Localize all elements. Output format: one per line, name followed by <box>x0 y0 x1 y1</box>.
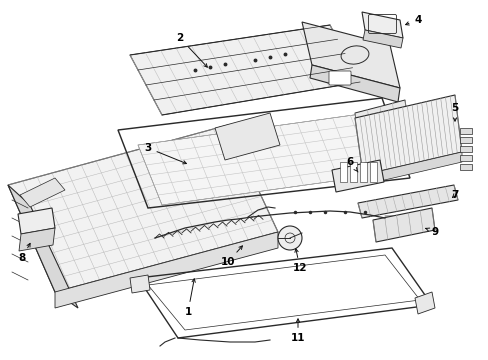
Bar <box>349 162 356 182</box>
Circle shape <box>278 226 302 250</box>
Polygon shape <box>357 185 457 218</box>
Polygon shape <box>361 12 402 38</box>
Text: 6: 6 <box>346 157 357 172</box>
Polygon shape <box>354 100 411 163</box>
Text: 3: 3 <box>144 143 186 164</box>
Polygon shape <box>138 113 391 205</box>
Bar <box>459 155 471 161</box>
Bar <box>459 146 471 152</box>
Text: 5: 5 <box>450 103 458 121</box>
Polygon shape <box>130 25 359 115</box>
Text: 7: 7 <box>450 190 458 200</box>
Polygon shape <box>20 178 65 207</box>
Polygon shape <box>309 65 399 102</box>
Polygon shape <box>55 232 278 308</box>
Polygon shape <box>18 208 55 234</box>
Polygon shape <box>331 160 383 192</box>
Polygon shape <box>130 275 150 293</box>
Polygon shape <box>8 185 78 308</box>
Polygon shape <box>19 228 55 251</box>
Polygon shape <box>414 292 434 314</box>
Bar <box>459 164 471 170</box>
Bar <box>359 162 366 182</box>
FancyBboxPatch shape <box>328 71 350 85</box>
Text: 1: 1 <box>184 279 195 317</box>
Bar <box>369 162 376 182</box>
Text: 8: 8 <box>19 243 30 263</box>
Polygon shape <box>8 125 278 292</box>
Polygon shape <box>354 95 461 175</box>
Polygon shape <box>215 113 280 160</box>
Text: 11: 11 <box>290 319 305 343</box>
Text: 12: 12 <box>292 249 306 273</box>
Text: 9: 9 <box>425 227 438 237</box>
Bar <box>459 128 471 134</box>
Bar <box>459 137 471 143</box>
Polygon shape <box>362 30 402 48</box>
Polygon shape <box>372 208 434 242</box>
Text: 2: 2 <box>176 33 207 67</box>
Text: 4: 4 <box>405 15 421 25</box>
Polygon shape <box>362 152 461 185</box>
Bar <box>339 162 346 182</box>
Text: 10: 10 <box>220 246 242 267</box>
Polygon shape <box>302 22 399 88</box>
